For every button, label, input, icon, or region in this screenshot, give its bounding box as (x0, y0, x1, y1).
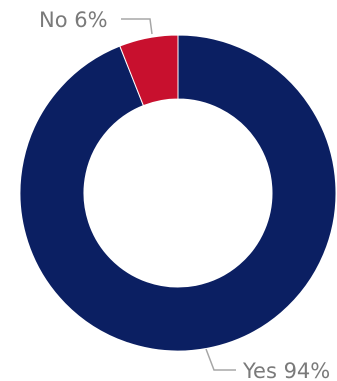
leader-line-yes (205, 348, 236, 371)
slice-yes (19, 34, 337, 352)
leader-line-no (121, 18, 153, 35)
donut-slices (19, 34, 337, 352)
data-label-yes: Yes 94% (242, 359, 330, 381)
data-label-no: No 6% (39, 8, 108, 32)
slice-no (119, 34, 179, 107)
